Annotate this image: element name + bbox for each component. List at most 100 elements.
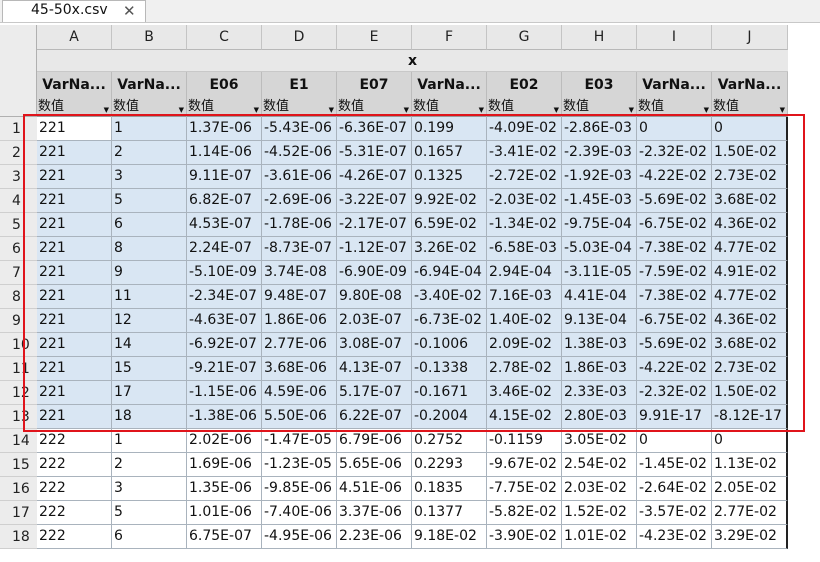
table-cell[interactable]: 2.77E-02 xyxy=(712,501,788,525)
row-header[interactable]: 13 xyxy=(0,405,37,429)
table-cell[interactable]: 12 xyxy=(112,309,187,333)
row-header[interactable]: 18 xyxy=(0,525,37,549)
table-cell[interactable]: 222 xyxy=(37,501,112,525)
table-cell[interactable]: 222 xyxy=(37,453,112,477)
table-cell[interactable]: -3.90E-02 xyxy=(487,525,562,549)
table-cell[interactable]: 221 xyxy=(37,237,112,261)
table-cell[interactable]: 2.78E-02 xyxy=(487,357,562,381)
column-type-filter[interactable]: 数值 ▼ xyxy=(487,98,562,117)
table-cell[interactable]: 1.01E-06 xyxy=(187,501,262,525)
column-header-i[interactable]: I xyxy=(637,25,712,50)
column-name[interactable]: E03 xyxy=(562,72,637,98)
table-cell[interactable]: 4.59E-06 xyxy=(262,381,337,405)
row-header[interactable]: 12 xyxy=(0,381,37,405)
table-cell[interactable]: 221 xyxy=(37,285,112,309)
table-cell[interactable]: -1.34E-02 xyxy=(487,213,562,237)
table-cell[interactable]: 1.86E-06 xyxy=(262,309,337,333)
table-cell[interactable]: -6.36E-07 xyxy=(337,117,412,141)
column-header-d[interactable]: D xyxy=(262,25,337,50)
table-cell[interactable]: 0.2752 xyxy=(412,429,487,453)
table-cell[interactable]: 2.09E-02 xyxy=(487,333,562,357)
table-cell[interactable]: 2 xyxy=(112,453,187,477)
table-cell[interactable]: -5.82E-02 xyxy=(487,501,562,525)
dropdown-arrow-icon[interactable]: ▼ xyxy=(328,106,334,114)
table-cell[interactable]: 5.50E-06 xyxy=(262,405,337,429)
table-cell[interactable]: 1.86E-03 xyxy=(562,357,637,381)
table-cell[interactable]: -6.92E-07 xyxy=(187,333,262,357)
column-type-filter[interactable]: 数值 ▼ xyxy=(337,98,412,117)
table-cell[interactable]: 3.29E-02 xyxy=(712,525,788,549)
dropdown-arrow-icon[interactable]: ▼ xyxy=(478,106,484,114)
column-type-filter[interactable]: 数值 ▼ xyxy=(37,98,112,117)
table-cell[interactable]: 2.94E-04 xyxy=(487,261,562,285)
column-header-h[interactable]: H xyxy=(562,25,637,50)
table-cell[interactable]: -4.52E-06 xyxy=(262,141,337,165)
table-cell[interactable]: -7.38E-02 xyxy=(637,285,712,309)
table-cell[interactable]: -7.38E-02 xyxy=(637,237,712,261)
table-cell[interactable]: -5.69E-02 xyxy=(637,189,712,213)
table-cell[interactable]: -2.03E-02 xyxy=(487,189,562,213)
table-cell[interactable]: -0.1006 xyxy=(412,333,487,357)
table-cell[interactable]: -1.45E-02 xyxy=(637,453,712,477)
table-cell[interactable]: -3.57E-02 xyxy=(637,501,712,525)
table-cell[interactable]: -1.23E-05 xyxy=(262,453,337,477)
table-cell[interactable]: 7.16E-03 xyxy=(487,285,562,309)
table-cell[interactable]: 15 xyxy=(112,357,187,381)
table-cell[interactable]: 1.37E-06 xyxy=(187,117,262,141)
dropdown-arrow-icon[interactable]: ▼ xyxy=(178,106,184,114)
table-cell[interactable]: 4.36E-02 xyxy=(712,309,788,333)
table-cell[interactable]: -4.09E-02 xyxy=(487,117,562,141)
table-cell[interactable]: -6.73E-02 xyxy=(412,309,487,333)
table-cell[interactable]: -1.15E-06 xyxy=(187,381,262,405)
table-cell[interactable]: 222 xyxy=(37,477,112,501)
table-cell[interactable]: -5.10E-09 xyxy=(187,261,262,285)
table-cell[interactable]: -3.41E-02 xyxy=(487,141,562,165)
table-cell[interactable]: 8 xyxy=(112,237,187,261)
table-cell[interactable]: 221 xyxy=(37,333,112,357)
column-type-filter[interactable]: 数值 ▼ xyxy=(712,98,788,117)
row-header[interactable]: 11 xyxy=(0,357,37,381)
column-type-filter[interactable]: 数值 ▼ xyxy=(262,98,337,117)
table-cell[interactable]: 221 xyxy=(37,357,112,381)
column-header-b[interactable]: B xyxy=(112,25,187,50)
table-cell[interactable]: -4.23E-02 xyxy=(637,525,712,549)
column-name[interactable]: VarNa... xyxy=(37,72,112,98)
table-cell[interactable]: 221 xyxy=(37,405,112,429)
table-cell[interactable]: 4.53E-07 xyxy=(187,213,262,237)
table-cell[interactable]: -2.64E-02 xyxy=(637,477,712,501)
table-cell[interactable]: 0.1657 xyxy=(412,141,487,165)
table-cell[interactable]: 221 xyxy=(37,141,112,165)
table-cell[interactable]: 9.92E-02 xyxy=(412,189,487,213)
dropdown-arrow-icon[interactable]: ▼ xyxy=(103,106,109,114)
table-cell[interactable]: 1.38E-03 xyxy=(562,333,637,357)
column-name[interactable]: E07 xyxy=(337,72,412,98)
table-cell[interactable]: 2.73E-02 xyxy=(712,165,788,189)
table-cell[interactable]: -2.39E-03 xyxy=(562,141,637,165)
table-cell[interactable]: -1.47E-05 xyxy=(262,429,337,453)
row-header[interactable]: 7 xyxy=(0,261,37,285)
table-cell[interactable]: 1.01E-02 xyxy=(562,525,637,549)
table-cell[interactable]: 3.68E-02 xyxy=(712,189,788,213)
table-cell[interactable]: 14 xyxy=(112,333,187,357)
dropdown-arrow-icon[interactable]: ▼ xyxy=(628,106,634,114)
table-cell[interactable]: -4.22E-02 xyxy=(637,357,712,381)
table-cell[interactable]: 9.91E-17 xyxy=(637,405,712,429)
table-cell[interactable]: 2.03E-02 xyxy=(562,477,637,501)
row-header[interactable]: 10 xyxy=(0,333,37,357)
table-cell[interactable]: -1.78E-06 xyxy=(262,213,337,237)
table-cell[interactable]: 0.1835 xyxy=(412,477,487,501)
table-cell[interactable]: -4.95E-06 xyxy=(262,525,337,549)
table-cell[interactable]: -9.85E-06 xyxy=(262,477,337,501)
column-name[interactable]: E1 xyxy=(262,72,337,98)
close-icon[interactable]: ✕ xyxy=(123,2,136,20)
row-header[interactable]: 3 xyxy=(0,165,37,189)
table-cell[interactable]: 2 xyxy=(112,141,187,165)
table-cell[interactable]: 0.1325 xyxy=(412,165,487,189)
table-cell[interactable]: 2.02E-06 xyxy=(187,429,262,453)
table-cell[interactable]: -2.72E-02 xyxy=(487,165,562,189)
table-cell[interactable]: 0 xyxy=(712,429,788,453)
table-cell[interactable]: -7.75E-02 xyxy=(487,477,562,501)
row-header[interactable]: 6 xyxy=(0,237,37,261)
table-cell[interactable]: -4.63E-07 xyxy=(187,309,262,333)
dropdown-arrow-icon[interactable]: ▼ xyxy=(403,106,409,114)
